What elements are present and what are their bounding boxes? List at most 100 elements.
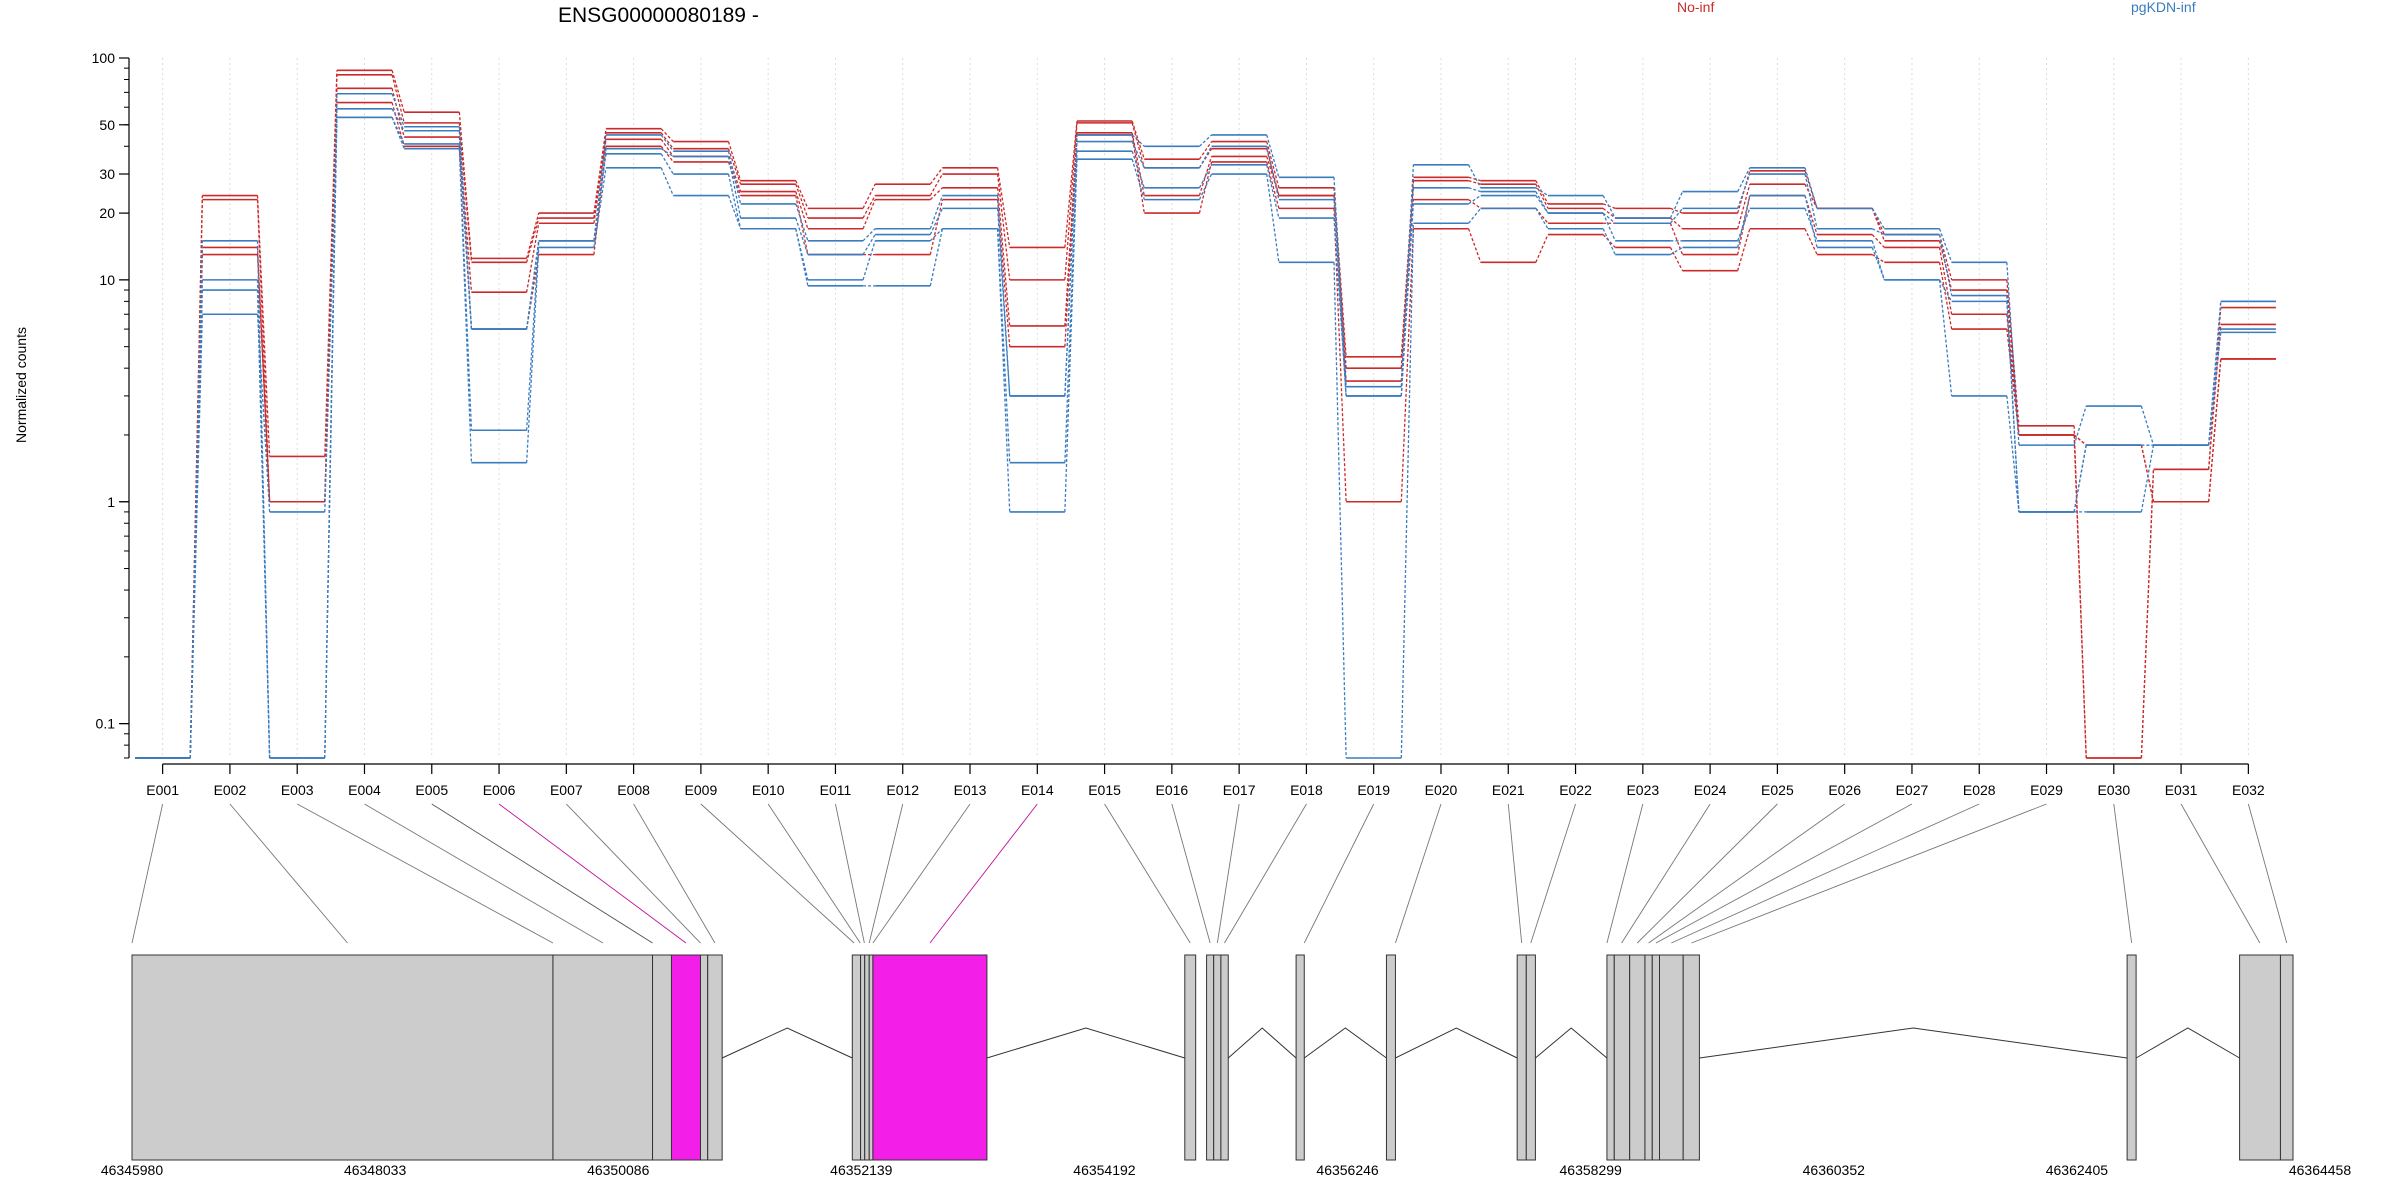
series-transition bbox=[1804, 167, 1818, 209]
series-transition bbox=[1602, 195, 1616, 219]
connector-E016 bbox=[1171, 803, 1211, 944]
series-transition bbox=[1737, 228, 1751, 271]
series-transition bbox=[996, 187, 1011, 326]
series-transition bbox=[324, 117, 338, 512]
exon-E001 bbox=[131, 954, 554, 1161]
series-transition bbox=[727, 151, 742, 205]
connector-E031 bbox=[2180, 803, 2261, 944]
series-transition bbox=[2073, 444, 2087, 513]
series-transition bbox=[1669, 191, 1684, 219]
series-transition bbox=[996, 199, 1011, 347]
series-transition bbox=[1400, 164, 1415, 387]
series-transition bbox=[593, 139, 607, 224]
series-transition bbox=[525, 240, 540, 431]
series-transition bbox=[1602, 234, 1616, 248]
series-transition bbox=[189, 199, 203, 759]
series-transition bbox=[660, 148, 674, 157]
connector-E030 bbox=[2113, 803, 2133, 944]
connector-E021 bbox=[1507, 803, 1523, 944]
series-transition bbox=[1064, 151, 1078, 463]
series-transition bbox=[660, 134, 674, 152]
connector-E024 bbox=[1621, 803, 1711, 944]
connector-E005 bbox=[431, 803, 653, 944]
series-transition bbox=[862, 183, 876, 209]
exon-E025 bbox=[1644, 954, 1653, 1161]
x-tick-label: E021 bbox=[1492, 782, 1525, 798]
exon-E017b bbox=[1220, 954, 1229, 1161]
series-transition bbox=[1131, 122, 1145, 168]
connector-E013 bbox=[872, 803, 971, 944]
series-transition bbox=[1266, 134, 1280, 178]
connector-E006 bbox=[498, 803, 687, 944]
series-transition bbox=[458, 148, 473, 463]
exon-E016 bbox=[1206, 954, 1215, 1161]
series-transition bbox=[1737, 183, 1751, 229]
series-transition bbox=[2140, 444, 2155, 513]
connector-E017 bbox=[1216, 803, 1240, 944]
legend-label-no-inf: No-inf bbox=[1677, 0, 1714, 15]
exon-E002 bbox=[552, 954, 654, 1161]
series-transition bbox=[1535, 208, 1549, 230]
series-transition bbox=[660, 138, 674, 157]
connector-E011 bbox=[835, 803, 865, 944]
series-transition bbox=[660, 153, 674, 175]
series-transition bbox=[862, 228, 876, 242]
series-transition bbox=[1266, 141, 1280, 188]
gene-model: 46345980 46348033 46350086 46352139 46354192… bbox=[101, 954, 2351, 1178]
connector-E029 bbox=[1691, 803, 2047, 944]
exon-E014 bbox=[872, 954, 988, 1161]
series-transition bbox=[1737, 173, 1751, 209]
x-tick-label: E015 bbox=[1088, 782, 1121, 798]
exon-E019 bbox=[1385, 954, 1396, 1161]
series-transition bbox=[2208, 358, 2222, 502]
series-transition bbox=[391, 108, 405, 132]
series-transition bbox=[1737, 167, 1751, 192]
legend-label-pgkdn-inf: pgKDN-inf bbox=[2131, 0, 2196, 15]
series-transition bbox=[256, 195, 271, 457]
series-transition bbox=[1669, 247, 1684, 271]
intron bbox=[1535, 1027, 1608, 1059]
series-transition bbox=[391, 74, 405, 124]
series-transition bbox=[1938, 234, 1953, 296]
connector-E020 bbox=[1395, 803, 1442, 944]
series-transition bbox=[1669, 207, 1684, 224]
y-tick-label: 30 bbox=[99, 166, 115, 182]
series-transition bbox=[1871, 240, 1885, 281]
series-transition bbox=[1400, 223, 1415, 759]
x-tick-label: E023 bbox=[1626, 782, 1659, 798]
series-transition bbox=[1333, 262, 1347, 759]
series-transition bbox=[1602, 212, 1616, 224]
series-transition bbox=[2006, 279, 2020, 426]
series-transition bbox=[1938, 279, 1953, 302]
x-tick-label: E004 bbox=[348, 782, 381, 798]
series-transition bbox=[727, 141, 742, 181]
series-transition bbox=[1266, 164, 1280, 219]
series-transition bbox=[1871, 208, 1885, 230]
series-transition bbox=[2073, 434, 2087, 759]
series-transition bbox=[1535, 234, 1549, 263]
series-transition bbox=[593, 132, 607, 219]
series-transition bbox=[1468, 199, 1482, 209]
x-tick-label: E029 bbox=[2030, 782, 2063, 798]
series-transition bbox=[391, 93, 405, 127]
exon-E027 bbox=[1659, 954, 1684, 1161]
series-transition bbox=[1938, 247, 1953, 315]
series-transition bbox=[996, 208, 1011, 396]
exon-E031 bbox=[2239, 954, 2281, 1161]
connector-E019 bbox=[1303, 803, 1375, 944]
x-tick-label: E018 bbox=[1290, 782, 1323, 798]
y-tick-label: 0.1 bbox=[96, 716, 116, 732]
series-transition bbox=[929, 228, 944, 286]
y-axis-label: Normalized counts bbox=[13, 327, 29, 443]
series-transition bbox=[1064, 159, 1078, 512]
series-transition bbox=[1400, 203, 1415, 396]
series-5 bbox=[135, 92, 2276, 759]
series-transition bbox=[727, 173, 742, 229]
series-transition bbox=[1199, 134, 1212, 147]
series-transition bbox=[1871, 234, 1885, 248]
series-transition bbox=[1400, 228, 1415, 502]
series-transition bbox=[1938, 262, 1953, 330]
x-tick-label: E008 bbox=[617, 782, 650, 798]
series-6 bbox=[135, 108, 2276, 759]
series-transition bbox=[1804, 183, 1818, 209]
